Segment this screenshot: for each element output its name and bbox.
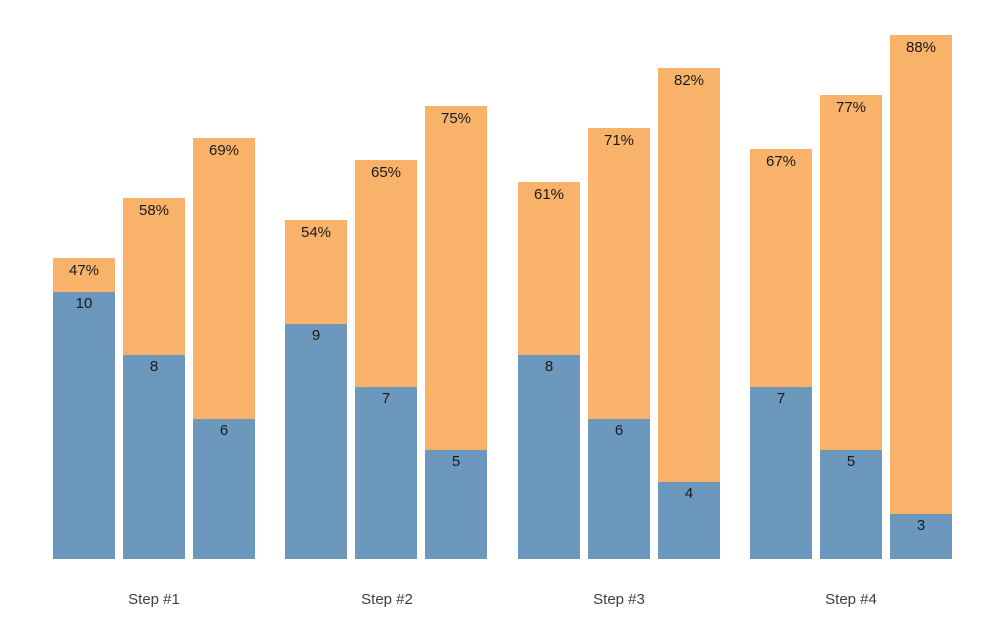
bar: 71% 6 — [588, 128, 650, 559]
value-label: 8 — [149, 358, 159, 375]
value-label: 8 — [544, 358, 554, 375]
blue-segment — [123, 355, 185, 559]
blue-segment — [588, 419, 650, 559]
blue-segment — [425, 450, 487, 559]
percent-label: 61% — [533, 186, 565, 203]
category-label: Step #4 — [825, 591, 877, 608]
value-label: 5 — [846, 453, 856, 470]
orange-segment — [890, 35, 952, 559]
percent-label: 75% — [440, 110, 472, 127]
bar: 61% 8 — [518, 182, 580, 559]
bar: 75% 5 — [425, 106, 487, 559]
bar: 69% 6 — [193, 138, 255, 559]
blue-segment — [193, 419, 255, 559]
percent-label: 65% — [370, 164, 402, 181]
value-label: 6 — [219, 422, 229, 439]
blue-segment — [890, 514, 952, 559]
bar: 47% 10 — [53, 258, 115, 559]
bar: 77% 5 — [820, 95, 882, 559]
blue-segment — [518, 355, 580, 559]
percent-label: 71% — [603, 132, 635, 149]
percent-label: 54% — [300, 224, 332, 241]
bar: 65% 7 — [355, 160, 417, 559]
percent-label: 82% — [673, 72, 705, 89]
blue-segment — [285, 324, 347, 559]
category-label: Step #3 — [593, 591, 645, 608]
bar: 58% 8 — [123, 198, 185, 559]
percent-label: 77% — [835, 99, 867, 116]
bar: 88% 3 — [890, 35, 952, 559]
value-label: 6 — [614, 422, 624, 439]
value-label: 7 — [776, 390, 786, 407]
blue-segment — [355, 387, 417, 559]
blue-segment — [750, 387, 812, 559]
value-label: 7 — [381, 390, 391, 407]
bar: 54% 9 — [285, 220, 347, 559]
value-label: 5 — [451, 453, 461, 470]
value-label: 3 — [916, 517, 926, 534]
blue-segment — [658, 482, 720, 559]
percent-label: 88% — [905, 39, 937, 56]
category-label: Step #1 — [128, 591, 180, 608]
percent-label: 47% — [68, 262, 100, 279]
value-label: 9 — [311, 327, 321, 344]
blue-segment — [53, 292, 115, 559]
percent-label: 58% — [138, 202, 170, 219]
value-label: 4 — [684, 485, 694, 502]
percent-label: 69% — [208, 142, 240, 159]
bar: 67% 7 — [750, 149, 812, 559]
blue-segment — [820, 450, 882, 559]
category-label: Step #2 — [361, 591, 413, 608]
bar: 82% 4 — [658, 68, 720, 559]
value-label: 10 — [75, 295, 93, 312]
orange-segment — [658, 68, 720, 559]
percent-label: 67% — [765, 153, 797, 170]
